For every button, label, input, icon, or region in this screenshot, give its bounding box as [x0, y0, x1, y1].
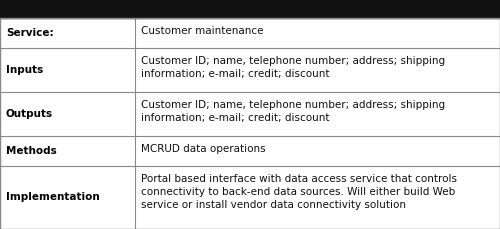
Text: information; e-mail; credit; discount: information; e-mail; credit; discount	[141, 113, 330, 123]
Text: information; e-mail; credit; discount: information; e-mail; credit; discount	[141, 68, 330, 79]
Text: connectivity to back-end data sources. Will either build Web: connectivity to back-end data sources. W…	[141, 187, 455, 197]
Text: Service:: Service:	[6, 28, 54, 38]
Text: Customer maintenance: Customer maintenance	[141, 26, 264, 36]
Text: Portal based interface with data access service that controls: Portal based interface with data access …	[141, 174, 457, 184]
Text: Outputs: Outputs	[6, 109, 53, 119]
Text: Customer ID; name, telephone number; address; shipping: Customer ID; name, telephone number; add…	[141, 56, 445, 65]
Text: Inputs: Inputs	[6, 65, 44, 75]
Text: MCRUD data operations: MCRUD data operations	[141, 144, 266, 154]
Text: Customer ID; name, telephone number; address; shipping: Customer ID; name, telephone number; add…	[141, 100, 445, 110]
Text: Methods: Methods	[6, 146, 57, 156]
Bar	[0, 0, 500, 18]
Text: Implementation: Implementation	[6, 192, 100, 202]
Text: service or install vendor data connectivity solution: service or install vendor data connectiv…	[141, 200, 406, 210]
